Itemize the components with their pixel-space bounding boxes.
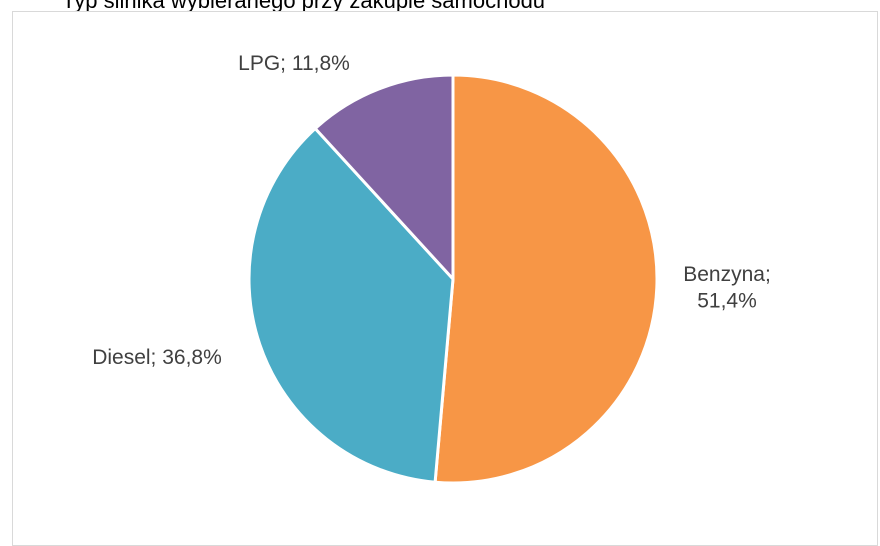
pie-labels: Benzyna; 51,4% Diesel; 36,8% LPG; 11,8% <box>92 52 771 369</box>
pie-slice-benzyna <box>433 73 659 485</box>
pie-label-category: Benzyna; <box>683 263 771 286</box>
pie-label-value: 51,4% <box>697 289 757 312</box>
pie-slice-lpg <box>313 73 455 281</box>
pie-label-diesel: Diesel; 36,8% <box>92 346 222 369</box>
pie-label-lpg: LPG; 11,8% <box>238 52 350 75</box>
pie-slice-diesel <box>247 127 455 484</box>
pie-label-benzyna: Benzyna; 51,4% <box>683 263 771 312</box>
page-title: Typ silnika wybieranego przy zakupie sam… <box>62 0 546 13</box>
pie-slices <box>247 73 659 485</box>
